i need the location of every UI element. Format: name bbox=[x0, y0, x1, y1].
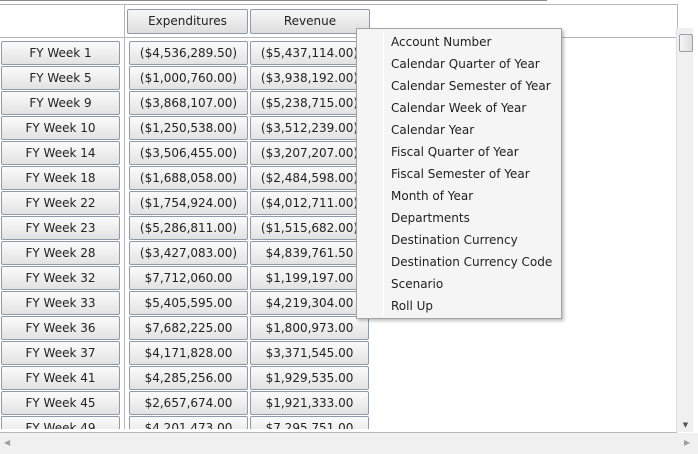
row-header-cell[interactable]: FY Week 18 bbox=[1, 166, 120, 190]
table-row: FY Week 18 ($1,688,058.00) ($2,484,598.00) bbox=[0, 166, 372, 191]
row-header-cell[interactable]: FY Week 10 bbox=[1, 116, 120, 140]
menu-item[interactable]: Month of Year bbox=[391, 189, 474, 203]
row-header-cell[interactable]: FY Week 41 bbox=[1, 366, 120, 390]
expenditures-cell[interactable]: $4,285,256.00 bbox=[129, 366, 248, 390]
row-header-cell[interactable]: FY Week 1 bbox=[1, 41, 120, 65]
row-header-cell[interactable]: FY Week 5 bbox=[1, 66, 120, 90]
row-header-cell[interactable]: FY Week 45 bbox=[1, 391, 120, 415]
expenditures-cell[interactable]: $4,171,828.00 bbox=[129, 341, 248, 365]
row-header-cell[interactable]: FY Week 33 bbox=[1, 291, 120, 315]
table-row: FY Week 9 ($3,868,107.00) ($5,238,715.00) bbox=[0, 91, 372, 116]
menu-item[interactable]: Calendar Year bbox=[391, 123, 475, 137]
revenue-cell[interactable]: ($3,938,192.00) bbox=[250, 66, 369, 90]
row-header-cell[interactable]: FY Week 14 bbox=[1, 141, 120, 165]
row-header-cell[interactable]: FY Week 22 bbox=[1, 191, 120, 215]
revenue-cell[interactable]: ($4,012,711.00) bbox=[250, 191, 369, 215]
menu-item[interactable]: Roll Up bbox=[391, 299, 434, 313]
revenue-cell[interactable]: ($3,207,207.00) bbox=[250, 141, 369, 165]
table-row: FY Week 5 ($1,000,760.00) ($3,938,192.00) bbox=[0, 66, 372, 91]
vertical-scroll-thumb[interactable] bbox=[679, 34, 693, 52]
table-row: FY Week 23 ($5,286,811.00) ($1,515,682.00) bbox=[0, 216, 372, 241]
column-header-revenue[interactable]: Revenue bbox=[250, 9, 370, 34]
revenue-cell[interactable]: $1,199,197.00 bbox=[250, 266, 369, 290]
menu-item[interactable]: Scenario bbox=[391, 277, 444, 291]
row-header-cell[interactable]: FY Week 23 bbox=[1, 216, 120, 240]
row-header-separator bbox=[124, 5, 125, 429]
table-row: FY Week 22 ($1,754,924.00) ($4,012,711.00) bbox=[0, 191, 372, 216]
expenditures-cell[interactable]: ($3,427,083.00) bbox=[129, 241, 248, 265]
revenue-cell[interactable]: $3,371,545.00 bbox=[250, 341, 369, 365]
expenditures-cell[interactable]: $4,201,473.00 bbox=[129, 416, 248, 429]
revenue-cell[interactable]: $1,800,973.00 bbox=[250, 316, 369, 340]
revenue-cell[interactable]: $4,839,761.50 bbox=[250, 241, 369, 265]
horizontal-scrollbar[interactable]: ◀ ▶ bbox=[0, 433, 698, 454]
row-header-cell[interactable]: FY Week 36 bbox=[1, 316, 120, 340]
table-row: FY Week 10 ($1,250,538.00) ($3,512,239.00) bbox=[0, 116, 372, 141]
expenditures-cell[interactable]: ($5,286,811.00) bbox=[129, 216, 248, 240]
top-divider bbox=[0, 0, 547, 1]
row-header-cell[interactable]: FY Week 32 bbox=[1, 266, 120, 290]
scroll-left-arrow-icon[interactable]: ◀ bbox=[4, 438, 11, 447]
revenue-cell[interactable]: $1,921,333.00 bbox=[250, 391, 369, 415]
revenue-cell[interactable]: ($5,437,114.00) bbox=[250, 41, 369, 65]
table-row: FY Week 49 $4,201,473.00 $7,295,751.00 bbox=[0, 416, 372, 429]
expenditures-cell[interactable]: ($1,250,538.00) bbox=[129, 116, 248, 140]
menu-item[interactable]: Calendar Week of Year bbox=[391, 101, 527, 115]
table-row: FY Week 41 $4,285,256.00 $1,929,535.00 bbox=[0, 366, 372, 391]
revenue-cell[interactable]: $1,929,535.00 bbox=[250, 366, 369, 390]
menu-item[interactable]: Account Number bbox=[391, 35, 492, 49]
revenue-cell[interactable]: ($5,238,715.00) bbox=[250, 91, 369, 115]
column-header-expenditures[interactable]: Expenditures bbox=[127, 9, 248, 34]
menu-icon-gutter bbox=[383, 31, 384, 316]
table-row: FY Week 32 $7,712,060.00 $1,199,197.00 bbox=[0, 266, 372, 291]
row-header-cell[interactable]: FY Week 49 bbox=[1, 416, 120, 429]
revenue-cell[interactable]: ($1,515,682.00) bbox=[250, 216, 369, 240]
scroll-down-arrow-icon[interactable]: ▼ bbox=[682, 421, 689, 429]
menu-item[interactable]: Destination Currency bbox=[391, 233, 518, 247]
revenue-cell[interactable]: ($3,512,239.00) bbox=[250, 116, 369, 140]
revenue-cell[interactable]: $4,219,304.00 bbox=[250, 291, 369, 315]
revenue-cell[interactable]: $7,295,751.00 bbox=[250, 416, 369, 429]
menu-item[interactable]: Fiscal Semester of Year bbox=[391, 167, 530, 181]
expenditures-cell[interactable]: ($3,868,107.00) bbox=[129, 91, 248, 115]
menu-item[interactable]: Departments bbox=[391, 211, 470, 225]
table-row: FY Week 1 ($4,536,289.50) ($5,437,114.00) bbox=[0, 41, 372, 66]
row-header-cell[interactable]: FY Week 9 bbox=[1, 91, 120, 115]
row-header-cell[interactable]: FY Week 28 bbox=[1, 241, 120, 265]
expenditures-cell[interactable]: ($4,536,289.50) bbox=[129, 41, 248, 65]
vertical-scrollbar[interactable]: ▼ bbox=[676, 28, 693, 432]
menu-item[interactable]: Destination Currency Code bbox=[391, 255, 553, 269]
menu-item[interactable]: Fiscal Quarter of Year bbox=[391, 145, 519, 159]
pivot-grid: FY Week 1 ($4,536,289.50) ($5,437,114.00) F… bbox=[0, 41, 372, 429]
menu-item[interactable]: Calendar Quarter of Year bbox=[391, 57, 540, 71]
table-row: FY Week 45 $2,657,674.00 $1,921,333.00 bbox=[0, 391, 372, 416]
expenditures-cell[interactable]: $2,657,674.00 bbox=[129, 391, 248, 415]
menu-item[interactable]: Calendar Semester of Year bbox=[391, 79, 551, 93]
context-menu: Account Number Calendar Quarter of Year Ca… bbox=[356, 28, 562, 319]
table-row: FY Week 33 $5,405,595.00 $4,219,304.00 bbox=[0, 291, 372, 316]
table-row: FY Week 28 ($3,427,083.00) $4,839,761.50 bbox=[0, 241, 372, 266]
table-row: FY Week 37 $4,171,828.00 $3,371,545.00 bbox=[0, 341, 372, 366]
table-row: FY Week 14 ($3,506,455.00) ($3,207,207.00) bbox=[0, 141, 372, 166]
expenditures-cell[interactable]: ($1,754,924.00) bbox=[129, 191, 248, 215]
scroll-right-arrow-icon[interactable]: ▶ bbox=[684, 438, 691, 447]
table-row: FY Week 36 $7,682,225.00 $1,800,973.00 bbox=[0, 316, 372, 341]
revenue-cell[interactable]: ($2,484,598.00) bbox=[250, 166, 369, 190]
row-header-cell[interactable]: FY Week 37 bbox=[1, 341, 120, 365]
grid-bottom-border bbox=[0, 432, 677, 433]
expenditures-cell[interactable]: $7,682,225.00 bbox=[129, 316, 248, 340]
expenditures-cell[interactable]: ($1,000,760.00) bbox=[129, 66, 248, 90]
expenditures-cell[interactable]: ($1,688,058.00) bbox=[129, 166, 248, 190]
expenditures-cell[interactable]: ($3,506,455.00) bbox=[129, 141, 248, 165]
expenditures-cell[interactable]: $7,712,060.00 bbox=[129, 266, 248, 290]
expenditures-cell[interactable]: $5,405,595.00 bbox=[129, 291, 248, 315]
